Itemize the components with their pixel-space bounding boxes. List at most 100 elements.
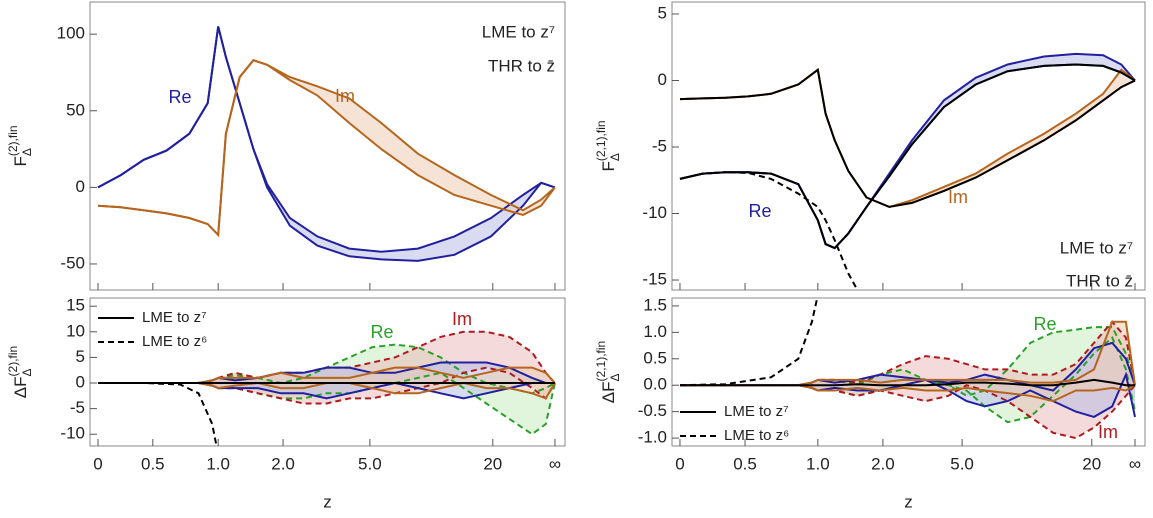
y-label-sub: Δ xyxy=(20,368,34,376)
y-tick-label: 10 xyxy=(66,321,85,340)
line xyxy=(679,298,819,387)
series-label: Re xyxy=(1033,314,1056,334)
series-label: Im xyxy=(335,86,355,106)
plot-area xyxy=(98,330,556,446)
y-tick-label: 0 xyxy=(658,70,667,89)
x-tick-label: 0 xyxy=(675,454,684,473)
frame xyxy=(89,1,566,291)
y-label-base: F xyxy=(599,161,618,171)
line xyxy=(98,366,556,384)
line xyxy=(97,26,556,253)
line xyxy=(679,68,1136,208)
x-tick-label: 0.5 xyxy=(733,454,757,473)
x-tick-label: 2.0 xyxy=(271,454,295,473)
frame xyxy=(671,297,1146,447)
y-label-sub: Δ xyxy=(608,373,622,381)
series-label: Im xyxy=(1098,422,1118,442)
y-tick-label: -5 xyxy=(70,398,85,417)
y-label-sup: (2,1),fin xyxy=(594,120,608,161)
y-tick-label: 50 xyxy=(66,100,85,119)
y-tick-label: 0 xyxy=(76,372,85,391)
line xyxy=(679,171,859,290)
annotation: LME to z⁷ xyxy=(482,22,555,41)
x-axis-label: z xyxy=(323,492,332,511)
legend-label: LME to z⁶ xyxy=(142,333,207,350)
y-label-sup: (2),fin xyxy=(6,125,20,156)
plot-area xyxy=(679,298,1136,440)
line xyxy=(98,382,218,446)
y-tick-label: 5 xyxy=(76,347,85,366)
y-axis-label: ΔFΔ(2,1),fin xyxy=(594,341,622,403)
y-tick-label: -15 xyxy=(642,270,667,289)
plot-area xyxy=(97,26,556,262)
x-tick-label: 5.0 xyxy=(358,454,382,473)
line xyxy=(97,59,556,238)
frame xyxy=(671,1,1146,291)
x-tick-label: ∞ xyxy=(1129,454,1141,473)
panel: -15 -10 -5 0 5 FΔ(2,1),fin Re Im LME to z⁷ THR to… xyxy=(594,1,1146,291)
band-fill xyxy=(680,69,1135,207)
y-tick-label: -50 xyxy=(60,253,85,272)
annotation: THR to z̄ xyxy=(1066,271,1133,290)
band-fill xyxy=(98,26,555,261)
line xyxy=(679,68,1136,208)
y-label-sup: (2,1),fin xyxy=(594,341,608,382)
y-axis-label: FΔ(2,1),fin xyxy=(594,120,622,171)
series-label: Re xyxy=(748,201,771,221)
y-tick-label: 0.0 xyxy=(643,375,667,394)
y-tick-label: 0.5 xyxy=(643,348,667,367)
legend-label: LME to z⁷ xyxy=(142,309,207,326)
y-tick-label: 1.5 xyxy=(643,295,667,314)
series-label: Im xyxy=(948,187,968,207)
frame xyxy=(89,297,566,447)
x-tick-label: 0.5 xyxy=(141,454,165,473)
x-tick-label: 1.0 xyxy=(806,454,830,473)
line xyxy=(679,68,1136,208)
panel: -50 0 50 100 FΔ(2),fin Re Im LME to z⁷ THR to z̄ xyxy=(6,1,566,291)
band-fill xyxy=(98,60,555,235)
line xyxy=(680,378,1135,387)
y-tick-label: -5 xyxy=(652,136,667,155)
y-axis-label: ΔFΔ(2),fin xyxy=(6,346,34,398)
y-label-base: ΔF xyxy=(599,381,618,403)
y-tick-label: 0 xyxy=(76,177,85,196)
x-tick-label: 20 xyxy=(1082,454,1101,473)
line xyxy=(680,320,1136,387)
y-tick-label: 100 xyxy=(57,24,85,43)
line xyxy=(679,63,1136,250)
line xyxy=(98,366,556,405)
y-axis-label: FΔ(2),fin xyxy=(6,125,34,166)
x-tick-label: 20 xyxy=(483,454,502,473)
line xyxy=(680,384,1136,403)
legend-label: LME to z⁷ xyxy=(724,403,789,420)
panel: -10 -5 0 5 10 15 0 0.5 1.0 2.0 5.0 20 ∞ z ΔFΔ(2),fin Re… xyxy=(6,296,566,511)
y-tick-label: -0.5 xyxy=(638,401,667,420)
line xyxy=(97,59,556,238)
line xyxy=(98,343,556,395)
series-label: Im xyxy=(452,309,472,329)
y-label-sup: (2),fin xyxy=(6,346,20,377)
x-tick-label: ∞ xyxy=(549,454,561,473)
x-tick-label: 1.0 xyxy=(206,454,230,473)
annotation: THR to z̄ xyxy=(488,56,555,75)
y-label-sub: Δ xyxy=(608,153,622,161)
y-label-sub: Δ xyxy=(20,148,34,156)
x-tick-label: 0 xyxy=(93,454,102,473)
annotation: LME to z⁷ xyxy=(1060,238,1133,257)
panel: -1.0 -0.5 0.0 0.5 1.0 1.5 0 0.5 1.0 2.0 5.0 20 ∞ z ΔFΔ… xyxy=(594,295,1146,511)
x-tick-label: 5.0 xyxy=(950,454,974,473)
y-tick-label: -10 xyxy=(60,424,85,443)
y-label-base: F xyxy=(11,156,30,166)
y-tick-label: 1.0 xyxy=(643,322,667,341)
legend-label: LME to z⁶ xyxy=(724,427,789,444)
y-tick-label: -1.0 xyxy=(638,428,667,447)
series-label: Re xyxy=(168,87,191,107)
series-label: Re xyxy=(370,322,393,342)
plot-area xyxy=(679,52,1136,290)
line xyxy=(98,371,556,436)
x-tick-label: 2.0 xyxy=(871,454,895,473)
x-axis-label: z xyxy=(904,492,913,511)
y-tick-label: -10 xyxy=(642,203,667,222)
y-tick-label: 5 xyxy=(658,3,667,22)
